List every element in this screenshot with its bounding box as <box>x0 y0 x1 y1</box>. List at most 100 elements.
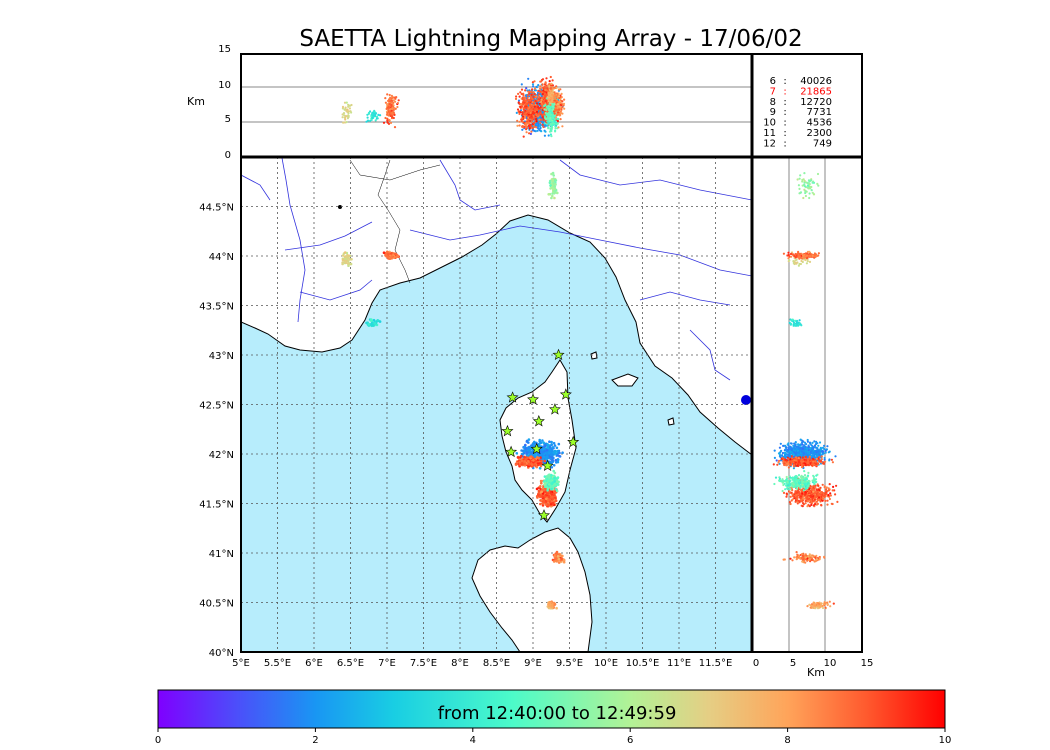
lightning-source <box>552 441 556 445</box>
lightning-source <box>535 465 538 469</box>
lightning-source <box>343 251 347 254</box>
lightning-source-lon-height <box>533 109 537 112</box>
stat-key: 6 <box>770 76 776 87</box>
lightning-source-lon-height <box>525 111 528 114</box>
lightning-source-lon-height <box>553 114 557 117</box>
lightning-source-lon-height <box>541 83 544 86</box>
lightning-source-lon-height <box>549 103 552 107</box>
lightning-source-lon-height <box>528 112 531 115</box>
lightning-source-height-lat <box>804 255 807 258</box>
lightning-source <box>347 256 350 260</box>
lightning-source-lon-height <box>516 108 520 111</box>
lightning-source <box>548 500 552 504</box>
map-ytick-label: 44.5°N <box>199 203 234 214</box>
lightning-source-lon-height <box>373 111 376 114</box>
lightning-source-lon-height <box>535 102 539 105</box>
top-ytick-10: 10 <box>218 80 231 91</box>
lightning-source-lon-height <box>345 110 348 113</box>
lightning-source <box>558 451 561 455</box>
lightning-source-height-lat <box>823 458 826 461</box>
figure-title: SAETTA Lightning Mapping Array - 17/06/0… <box>299 26 802 52</box>
lightning-source-lon-height <box>397 99 400 102</box>
lightning-source <box>554 179 558 182</box>
lightning-source-lon-height <box>540 100 543 103</box>
lightning-source-lon-height <box>538 102 541 105</box>
lightning-source <box>543 475 547 478</box>
lightning-source-lon-height <box>548 115 551 118</box>
lightning-source <box>552 451 555 455</box>
lightning-source <box>542 455 546 459</box>
lightning-source <box>551 187 555 190</box>
lightning-source <box>551 606 554 609</box>
lightning-source-lon-height <box>550 82 553 85</box>
lightning-source-lon-height <box>348 107 351 110</box>
lightning-source <box>541 495 544 499</box>
lightning-source-lon-height <box>561 106 564 109</box>
lightning-source-lon-height <box>551 85 554 88</box>
lightning-source <box>545 455 548 459</box>
lightning-source-lon-height <box>556 108 559 111</box>
border-france-italy <box>377 159 411 284</box>
height-lat-panel: 0 5 10 15 Km <box>752 157 873 679</box>
lightning-source <box>553 554 557 558</box>
lightning-source-lon-height <box>394 100 397 103</box>
lightning-source <box>548 448 552 451</box>
lightning-source-lon-height <box>535 118 538 121</box>
lightning-source-lon-height <box>531 97 534 100</box>
lightning-source-lon-height <box>537 93 541 96</box>
lightning-source-lon-height <box>389 100 392 103</box>
capraia-island <box>590 351 598 360</box>
lightning-source-height-lat <box>797 184 801 187</box>
lightning-source-lon-height <box>533 80 536 83</box>
stat-value: 40026 <box>800 76 832 87</box>
lightning-source-height-lat <box>808 260 812 263</box>
lightning-source <box>546 453 549 457</box>
lightning-source <box>525 451 529 455</box>
lightning-source <box>553 471 557 475</box>
lightning-source-lon-height <box>530 121 533 124</box>
lightning-source-height-lat <box>813 440 816 443</box>
lightning-source-lon-height <box>517 101 520 104</box>
lightning-source-lon-height <box>544 117 547 120</box>
lightning-source-lon-height <box>557 108 561 111</box>
lightning-source-height-lat <box>801 443 804 446</box>
lightning-source <box>539 462 542 465</box>
lightning-source-lon-height <box>520 92 523 96</box>
lightning-source-lon-height <box>555 86 558 90</box>
lightning-source-lon-height <box>532 95 535 99</box>
map-yticks: 40°N40.5°N41°N41.5°N42°N42.5°N43°N43.5°N… <box>199 203 234 660</box>
lightning-source-lon-height <box>527 90 530 93</box>
lightning-source <box>532 459 535 462</box>
lightning-source-lon-height <box>386 119 389 122</box>
lightning-source-height-lat <box>805 254 808 257</box>
lightning-source <box>546 446 549 450</box>
lightning-source-height-lat <box>812 193 816 196</box>
lightning-source-lon-height <box>538 118 541 121</box>
lightning-source-lon-height <box>537 99 540 102</box>
top-ytick-15: 15 <box>218 44 231 55</box>
lightning-source-lon-height <box>525 122 528 125</box>
map-xtick-label: 9.5°E <box>556 658 583 669</box>
lightning-source-lon-height <box>391 106 394 109</box>
lightning-source-lon-height <box>395 96 398 99</box>
lightning-source-lon-height <box>551 87 555 90</box>
stat-separator: : <box>783 118 786 129</box>
lightning-source-height-lat <box>806 181 809 185</box>
lightning-source <box>553 189 556 193</box>
lightning-source-lon-height <box>394 97 397 100</box>
station-star-icon <box>530 442 543 455</box>
lightning-source <box>557 561 561 564</box>
lightning-source-lon-height <box>518 124 521 127</box>
lightning-source-lon-height <box>533 105 536 108</box>
lightning-source-lon-height <box>341 105 345 108</box>
lightning-source-height-lat <box>804 258 807 262</box>
lightning-source-height-lat <box>792 467 796 470</box>
lightning-source-lon-height <box>386 117 389 120</box>
lightning-source <box>546 503 550 507</box>
lightning-source-lon-height <box>544 85 548 88</box>
lightning-source-height-lat <box>799 262 803 266</box>
lightning-source-lon-height <box>543 92 546 95</box>
lightning-source-lon-height <box>520 83 523 86</box>
lightning-source-lon-height <box>559 118 562 121</box>
river-durance <box>299 279 373 301</box>
